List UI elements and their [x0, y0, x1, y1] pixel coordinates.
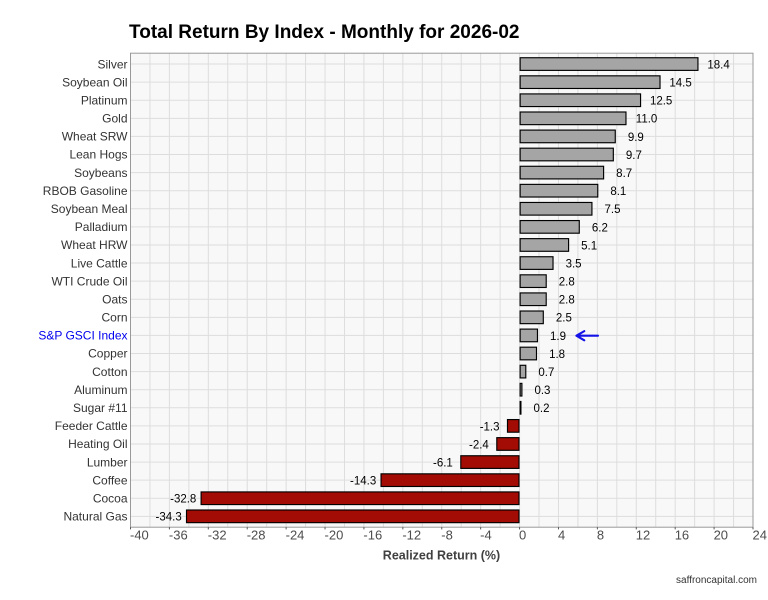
svg-text:1.9: 1.9	[550, 331, 566, 343]
svg-text:9.7: 9.7	[626, 150, 642, 162]
svg-text:1.8: 1.8	[549, 349, 565, 361]
svg-text:0: 0	[519, 528, 526, 543]
svg-text:-32.8: -32.8	[170, 494, 196, 506]
svg-text:-40: -40	[130, 528, 149, 543]
svg-text:Lean Hogs: Lean Hogs	[69, 148, 127, 162]
svg-text:-20: -20	[325, 528, 344, 543]
svg-text:8: 8	[597, 528, 604, 543]
svg-text:3.5: 3.5	[566, 258, 582, 270]
svg-text:Realized Return (%): Realized Return (%)	[383, 549, 500, 563]
svg-text:8.1: 8.1	[610, 186, 626, 198]
svg-text:Wheat HRW: Wheat HRW	[61, 238, 128, 252]
svg-text:-24: -24	[286, 528, 305, 543]
svg-text:Soybeans: Soybeans	[74, 166, 127, 180]
svg-text:-34.3: -34.3	[156, 512, 182, 524]
svg-text:2.8: 2.8	[559, 277, 575, 289]
svg-text:16: 16	[675, 528, 689, 543]
svg-text:RBOB Gasoline: RBOB Gasoline	[43, 184, 128, 198]
svg-text:Total Return By Index - Monthl: Total Return By Index - Monthly for 2026…	[129, 22, 520, 43]
svg-text:S&P GSCI Index: S&P GSCI Index	[38, 329, 127, 343]
svg-text:-6.1: -6.1	[433, 457, 453, 469]
svg-text:0.2: 0.2	[534, 403, 550, 415]
svg-text:14.5: 14.5	[669, 78, 691, 90]
svg-text:-12: -12	[402, 528, 421, 543]
svg-text:0.7: 0.7	[538, 367, 554, 379]
svg-text:-16: -16	[363, 528, 382, 543]
svg-text:18.4: 18.4	[707, 59, 730, 71]
svg-text:-14.3: -14.3	[350, 476, 376, 488]
svg-text:Lumber: Lumber	[87, 455, 128, 469]
svg-text:Gold: Gold	[102, 112, 127, 126]
svg-text:Copper: Copper	[88, 347, 127, 361]
svg-text:Corn: Corn	[101, 311, 127, 325]
svg-text:Silver: Silver	[97, 57, 127, 71]
svg-text:Soybean Meal: Soybean Meal	[51, 202, 128, 216]
svg-text:Feeder Cattle: Feeder Cattle	[55, 419, 128, 433]
svg-text:Soybean Oil: Soybean Oil	[62, 75, 127, 89]
svg-text:12.5: 12.5	[650, 96, 672, 108]
svg-text:Natural Gas: Natural Gas	[63, 510, 127, 524]
svg-text:8.7: 8.7	[616, 168, 632, 180]
svg-text:Platinum: Platinum	[81, 93, 128, 107]
svg-text:7.5: 7.5	[605, 204, 621, 216]
svg-text:9.9: 9.9	[628, 132, 644, 144]
svg-text:2.8: 2.8	[559, 295, 575, 307]
svg-text:Palladium: Palladium	[75, 220, 128, 234]
svg-text:12: 12	[636, 528, 650, 543]
svg-text:-2.4: -2.4	[469, 439, 489, 451]
svg-text:Wheat SRW: Wheat SRW	[62, 130, 128, 144]
svg-text:Heating Oil: Heating Oil	[68, 437, 127, 451]
svg-text:2.5: 2.5	[556, 313, 572, 325]
svg-text:-1.3: -1.3	[480, 421, 500, 433]
svg-text:-28: -28	[247, 528, 266, 543]
svg-text:-36: -36	[169, 528, 188, 543]
svg-text:11.0: 11.0	[636, 114, 658, 126]
svg-text:-8: -8	[441, 528, 453, 543]
svg-text:Cocoa: Cocoa	[93, 491, 128, 505]
svg-text:Coffee: Coffee	[92, 473, 127, 487]
svg-text:Sugar #11: Sugar #11	[73, 401, 128, 415]
svg-text:Oats: Oats	[102, 292, 127, 306]
svg-text:Cotton: Cotton	[92, 365, 127, 379]
svg-text:4: 4	[558, 528, 565, 543]
svg-text:WTI Crude Oil: WTI Crude Oil	[51, 274, 127, 288]
svg-text:Live Cattle: Live Cattle	[71, 256, 128, 270]
svg-text:24: 24	[753, 528, 767, 543]
svg-text:Aluminum: Aluminum	[74, 383, 127, 397]
svg-text:20: 20	[714, 528, 728, 543]
svg-text:0.3: 0.3	[534, 385, 550, 397]
svg-text:-4: -4	[480, 528, 492, 543]
svg-text:-32: -32	[208, 528, 227, 543]
svg-text:6.2: 6.2	[592, 222, 608, 234]
svg-text:5.1: 5.1	[581, 240, 597, 252]
svg-text:saffroncapital.com: saffroncapital.com	[676, 575, 757, 586]
